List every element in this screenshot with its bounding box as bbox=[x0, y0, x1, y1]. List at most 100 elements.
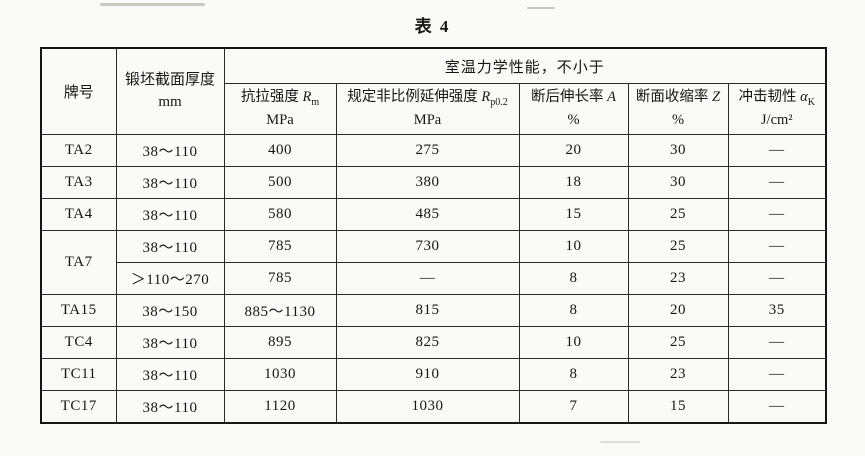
value-cell: 20 bbox=[627, 294, 729, 327]
symbol-Rp02: R bbox=[481, 88, 491, 105]
header-room-temp-span: 室温力学性能，不小于 bbox=[223, 47, 827, 84]
header-tensile-strength-unit: MPa bbox=[266, 112, 294, 129]
value-cell: 30 bbox=[627, 134, 729, 167]
value-cell: 38～110 bbox=[115, 390, 225, 424]
value-cell: 35 bbox=[727, 294, 827, 327]
grade-cell: TA2 bbox=[40, 134, 117, 167]
value-cell: 25 bbox=[627, 230, 729, 263]
value-cell: 8 bbox=[518, 262, 629, 295]
table-row: TC11 38～110 1030 910 8 23— bbox=[40, 358, 827, 391]
header-thickness-label: 锻坯截面厚度 bbox=[124, 71, 215, 88]
value-cell: 38～110 bbox=[115, 358, 225, 391]
scan-artifact bbox=[100, 3, 205, 6]
header-impact-toughness: 冲击韧性 αK J/cm² bbox=[727, 83, 827, 135]
table-header: 牌号 锻坯截面厚度 mm 室温力学性能，不小于 抗拉强度 Rm MPa 规定非比… bbox=[40, 47, 827, 135]
value-cell: 785 bbox=[223, 262, 337, 295]
header-elongation: 断后伸长率 A % bbox=[518, 83, 629, 135]
table-row: TA15 38～150 885～1130 815 8 20 35 bbox=[40, 294, 827, 327]
value-cell: 10 bbox=[518, 230, 629, 263]
value-cell: — bbox=[727, 390, 827, 424]
header-reduction-of-area: 断面收缩率 Z % bbox=[627, 83, 729, 135]
grade-cell: TA4 bbox=[40, 198, 117, 231]
value-cell: 38～110 bbox=[115, 198, 225, 231]
table-row: TA4 38～110 580 485 15 25— bbox=[40, 198, 827, 231]
value-cell: — bbox=[727, 230, 827, 263]
value-cell: 1030 bbox=[335, 390, 520, 424]
table-row: TA3 38～110 500 380 18 30— bbox=[40, 166, 827, 199]
value-cell: — bbox=[727, 134, 827, 167]
value-cell: 500 bbox=[223, 166, 337, 199]
value-cell: 23 bbox=[627, 262, 729, 295]
value-cell: 18 bbox=[518, 166, 629, 199]
value-cell: 910 bbox=[335, 358, 520, 391]
value-cell: 7 bbox=[518, 390, 629, 424]
value-cell: ＞110～270 bbox=[115, 262, 225, 295]
scan-artifact bbox=[600, 441, 640, 443]
value-cell: 8 bbox=[518, 358, 629, 391]
grade-cell: TA3 bbox=[40, 166, 117, 199]
value-cell: 275 bbox=[335, 134, 520, 167]
header-thickness-unit: mm bbox=[158, 93, 182, 110]
header-tensile-strength-label: 抗拉强度 Rm bbox=[240, 88, 320, 108]
header-elongation-label: 断后伸长率 A bbox=[531, 88, 616, 105]
table-row: TA7 38～110 785 730 10 25— bbox=[40, 230, 827, 295]
symbol-Z: Z bbox=[712, 88, 721, 105]
value-cell: 38～110 bbox=[115, 230, 225, 263]
value-cell: 25 bbox=[627, 326, 729, 359]
value-cell: 23 bbox=[627, 358, 729, 391]
table-row: TA2 38～110 400 275 20 30— bbox=[40, 134, 827, 167]
table-row: TC17 38～110 1120 1030 7 15— bbox=[40, 390, 827, 424]
grade-cell: TA15 bbox=[40, 294, 117, 327]
value-cell: 1120 bbox=[223, 390, 337, 424]
header-reduction-of-area-label: 断面收缩率 Z bbox=[635, 88, 721, 105]
mechanical-properties-table: 牌号 锻坯截面厚度 mm 室温力学性能，不小于 抗拉强度 Rm MPa 规定非比… bbox=[40, 47, 828, 424]
grade-cell: TC11 bbox=[40, 358, 117, 391]
grade-cell: TC17 bbox=[40, 390, 117, 424]
value-cell: — bbox=[727, 326, 827, 359]
value-cell: 38～110 bbox=[115, 134, 225, 167]
table-row: TC4 38～110 895 825 10 25— bbox=[40, 326, 827, 359]
value-cell: 38～110 bbox=[115, 166, 225, 199]
grade-cell: TA7 bbox=[40, 230, 117, 295]
value-cell: 38～150 bbox=[115, 294, 225, 327]
value-cell: 1030 bbox=[223, 358, 337, 391]
symbol-A: A bbox=[607, 88, 616, 105]
value-cell: 10 bbox=[518, 326, 629, 359]
value-cell: — bbox=[727, 166, 827, 199]
table-row: ＞110～270 785—8 23— bbox=[41, 262, 827, 295]
value-cell: 25 bbox=[627, 198, 729, 231]
symbol-alphaK: α bbox=[800, 88, 808, 105]
table-title: 表 4 bbox=[414, 17, 451, 36]
value-cell: — bbox=[727, 358, 827, 391]
value-cell: 885～1130 bbox=[223, 294, 337, 327]
value-cell: 38～110 bbox=[115, 326, 225, 359]
value-cell: 815 bbox=[335, 294, 520, 327]
header-thickness: 锻坯截面厚度 mm bbox=[115, 47, 225, 135]
value-cell: 825 bbox=[335, 326, 520, 359]
header-impact-toughness-label: 冲击韧性 αK bbox=[738, 88, 816, 108]
header-elongation-unit: % bbox=[567, 112, 580, 129]
header-proof-strength: 规定非比例延伸强度 Rp0.2 MPa bbox=[335, 83, 520, 135]
header-reduction-of-area-unit: % bbox=[671, 112, 685, 129]
header-proof-strength-label: 规定非比例延伸强度 Rp0.2 bbox=[347, 88, 508, 108]
value-cell: 400 bbox=[223, 134, 337, 167]
value-cell: — bbox=[335, 262, 520, 295]
value-cell: 30 bbox=[627, 166, 729, 199]
header-tensile-strength: 抗拉强度 Rm MPa bbox=[223, 83, 337, 135]
scan-artifact bbox=[527, 7, 555, 9]
value-cell: 8 bbox=[518, 294, 629, 327]
value-cell: 580 bbox=[223, 198, 337, 231]
value-cell: 485 bbox=[335, 198, 520, 231]
header-impact-toughness-unit: J/cm² bbox=[760, 112, 793, 129]
value-cell: — bbox=[727, 262, 827, 295]
value-cell: 20 bbox=[518, 134, 629, 167]
table-body: TA2 38～110 400 275 20 30— TA3 38～110 500 380 18 30—… bbox=[40, 134, 827, 424]
value-cell: — bbox=[727, 198, 827, 231]
value-cell: 730 bbox=[335, 230, 520, 263]
value-cell: 15 bbox=[518, 198, 629, 231]
grade-cell: TC4 bbox=[40, 326, 117, 359]
header-grade: 牌号 bbox=[40, 47, 117, 135]
value-cell: 380 bbox=[335, 166, 520, 199]
header-proof-strength-unit: MPa bbox=[413, 112, 442, 129]
value-cell: 895 bbox=[223, 326, 337, 359]
